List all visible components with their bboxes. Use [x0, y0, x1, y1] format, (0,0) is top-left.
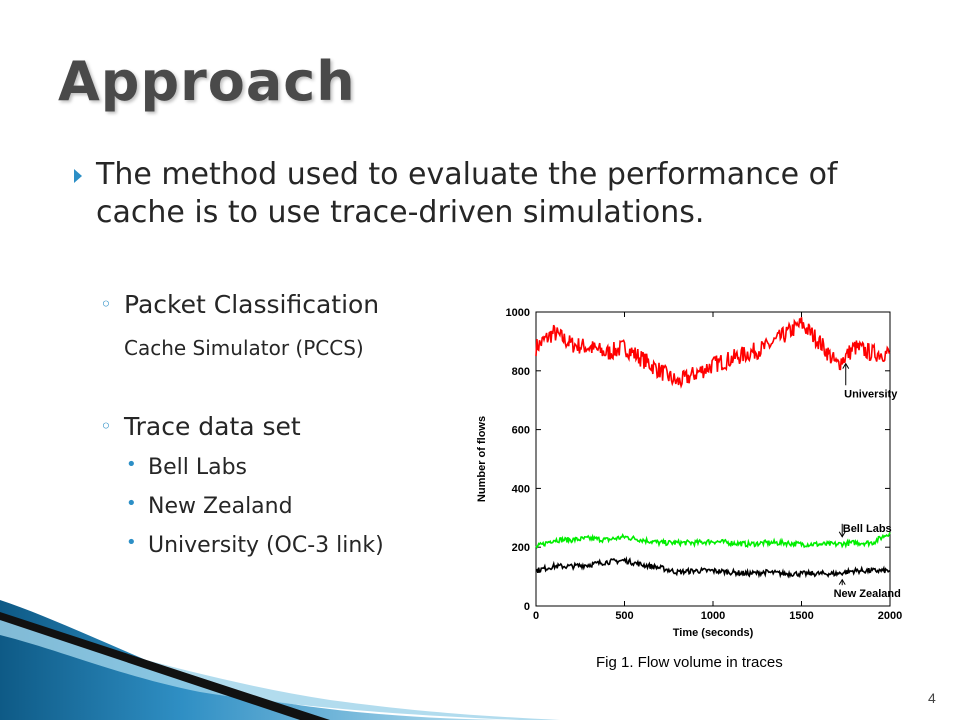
y-tick-label: 0 — [524, 601, 530, 613]
annotation-label: New Zealand — [834, 588, 901, 600]
sub-bullet-trace-text: Trace data set — [124, 412, 301, 441]
list-item: • Bell Labs — [126, 454, 248, 480]
flow-volume-chart: 0 500 1000 1500 2000 0 200 400 600 800 1000 Time (s… — [476, 307, 902, 639]
figure-caption: Fig 1. Flow volume in traces — [596, 654, 783, 671]
sub-bullet-pccs-continuation: Cache Simulator (PCCS) — [124, 336, 364, 360]
x-tick-label: 1500 — [789, 610, 813, 622]
arrow-bullet-icon — [74, 169, 82, 183]
list-item: • New Zealand — [126, 493, 293, 519]
series-line-university — [535, 317, 891, 389]
annotation-arrow-head — [838, 531, 846, 538]
dot-bullet-icon: • — [126, 454, 137, 475]
series-line-bell-labs — [535, 532, 891, 549]
dot-bullet-icon: • — [126, 493, 137, 514]
circle-bullet-icon: ◦ — [100, 414, 112, 438]
annotation-label: Bell Labs — [843, 523, 892, 535]
sub-bullet-pccs-text: Packet Classification — [124, 290, 380, 319]
annotation-label: University — [844, 388, 898, 400]
x-tick-label: 500 — [615, 610, 633, 622]
page-number: 4 — [928, 690, 936, 706]
list-item-text: University (OC-3 link) — [148, 533, 384, 558]
y-tick-label: 200 — [512, 542, 530, 554]
list-item: • University (OC-3 link) — [126, 532, 384, 558]
list-item-text: Bell Labs — [148, 455, 248, 480]
annotation-arrow-head — [842, 362, 850, 369]
series-line-new-zealand — [535, 555, 891, 579]
y-axis-label: Number of flows — [476, 416, 488, 502]
x-tick-label: 1000 — [701, 610, 725, 622]
sub-bullet-pccs: ◦ Packet Classification — [100, 290, 380, 319]
circle-bullet-icon: ◦ — [100, 292, 112, 316]
wave-decoration — [0, 600, 560, 720]
y-tick-label: 800 — [512, 366, 530, 378]
x-axis-label: Time (seconds) — [673, 627, 754, 639]
y-tick-label: 400 — [512, 483, 530, 495]
sub-bullet-trace: ◦ Trace data set — [100, 412, 301, 441]
dot-bullet-icon: • — [126, 532, 137, 553]
y-tick-label: 600 — [512, 425, 530, 437]
main-bullet: The method used to evaluate the performa… — [74, 156, 904, 232]
main-bullet-text: The method used to evaluate the performa… — [96, 157, 838, 230]
slide-title: Approach — [58, 50, 356, 113]
list-item-text: New Zealand — [148, 494, 293, 519]
x-tick-label: 0 — [533, 610, 539, 622]
y-tick-label: 1000 — [506, 307, 530, 319]
x-tick-label: 2000 — [878, 610, 902, 622]
annotation-arrow-head — [838, 578, 846, 585]
plot-frame — [535, 311, 891, 607]
